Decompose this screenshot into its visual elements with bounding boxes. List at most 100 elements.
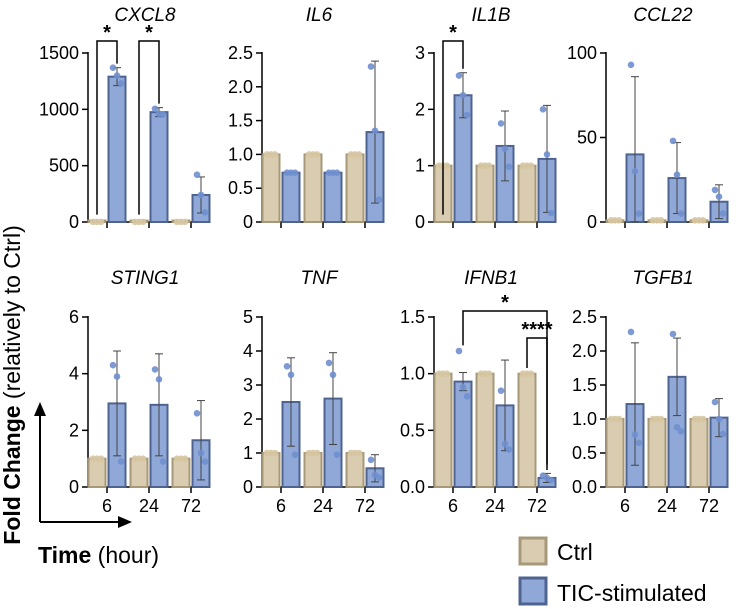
y-tick-label: 2.5	[572, 307, 597, 327]
panel-title: STING1	[111, 268, 180, 289]
data-point	[615, 415, 623, 423]
y-tick-label: 3	[415, 43, 425, 63]
legend: Ctrl TIC-stimulated	[518, 536, 707, 606]
data-point	[329, 371, 337, 379]
data-point	[505, 446, 513, 453]
y-tick-label: 50	[577, 128, 597, 148]
significance-label: *	[145, 22, 153, 44]
data-point	[271, 151, 279, 158]
data-point	[505, 163, 513, 171]
x-tick-label: 72	[355, 496, 375, 516]
y-tick-label: 4	[69, 364, 79, 384]
bar-ctrl-72	[345, 153, 365, 223]
data-point	[325, 359, 333, 367]
y-tick-label: 500	[49, 156, 79, 176]
y-tick-label: 0	[69, 477, 79, 497]
data-point	[547, 209, 555, 217]
up-arrow-head	[34, 402, 46, 416]
panel-title: TGFB1	[632, 268, 693, 289]
data-point	[711, 398, 719, 406]
y-tick-label: 1.0	[228, 144, 253, 164]
bar-ctrl-24	[303, 153, 323, 223]
bar-ctrl-72	[345, 452, 365, 488]
data-point	[193, 410, 201, 417]
x-axis-label: Time (hour)	[38, 542, 159, 568]
data-point	[117, 80, 125, 87]
data-point	[181, 218, 189, 226]
data-point	[463, 393, 471, 400]
bar-ctrl-6	[87, 457, 107, 488]
data-point	[109, 361, 117, 369]
data-point	[459, 383, 467, 391]
panel-title: IL1B	[471, 5, 510, 26]
data-point	[657, 217, 665, 224]
y-axis-label: Fold Change (relatively to Ctrl)	[0, 225, 25, 544]
y-tick-label: 1.0	[400, 364, 425, 384]
bar-ctrl-24	[303, 452, 323, 488]
panel-title: IL6	[306, 5, 333, 26]
data-point	[333, 451, 341, 459]
y-tick-label: 1	[415, 156, 425, 176]
data-point	[715, 415, 723, 423]
data-point	[719, 210, 727, 217]
bar-ctrl-24	[647, 418, 667, 488]
data-point	[193, 171, 201, 178]
y-tick-label: 2.0	[228, 77, 253, 97]
significance-bracket	[526, 337, 548, 470]
y-tick-label: 0.0	[400, 477, 425, 497]
data-point	[501, 145, 509, 153]
data-point	[455, 72, 463, 79]
bar-ctrl-6	[261, 153, 281, 223]
data-point	[159, 458, 167, 465]
x-tick-label: 6	[276, 496, 286, 516]
data-point	[367, 456, 375, 464]
data-point	[635, 210, 643, 217]
legend-label-ctrl: Ctrl	[557, 539, 593, 565]
y-tick-label: 1.5	[228, 111, 253, 131]
data-point	[455, 347, 463, 355]
data-point	[539, 106, 547, 113]
data-point	[631, 431, 639, 438]
data-point	[333, 169, 341, 176]
y-tick-label: 0.0	[572, 477, 597, 497]
data-point	[375, 196, 383, 203]
data-point	[283, 363, 291, 370]
panel-il6: IL6 0 0.5 1.0 1.5 2.0 2.5	[228, 5, 385, 232]
y-tick-label: 1500	[39, 43, 79, 63]
data-point	[657, 415, 665, 423]
significance-label: *	[103, 22, 111, 44]
bar-ctrl-6	[433, 372, 453, 488]
data-point	[711, 186, 719, 194]
y-tick-label: 6	[69, 307, 79, 327]
data-point	[673, 423, 681, 431]
y-tick-label: 0	[69, 212, 79, 232]
data-point	[367, 63, 375, 70]
data-point	[181, 455, 189, 462]
y-tick-label: 2	[69, 420, 79, 440]
data-point	[715, 193, 723, 200]
data-point	[155, 376, 163, 383]
bar-ctrl-72	[689, 418, 709, 488]
y-tick-label: 1.0	[572, 409, 597, 429]
panel-title: CCL22	[633, 5, 693, 26]
data-point	[527, 370, 535, 377]
significance-bracket	[96, 40, 118, 215]
x-tick-label: 72	[527, 496, 547, 516]
panel-title: TNF	[301, 268, 339, 289]
data-point	[159, 111, 167, 118]
x-tick-label: 6	[102, 496, 112, 516]
data-point	[635, 439, 643, 447]
data-point	[139, 455, 147, 462]
x-tick-label: 72	[699, 496, 719, 516]
significance-label: ****	[521, 319, 552, 341]
bar-ctrl-24	[475, 164, 495, 224]
y-tick-label: 2.0	[572, 341, 597, 361]
y-tick-label: 2	[415, 99, 425, 119]
data-point	[355, 449, 363, 457]
y-tick-label: 0.5	[400, 420, 425, 440]
data-point	[669, 330, 677, 338]
y-tick-label: 0	[415, 212, 425, 232]
data-point	[291, 169, 299, 176]
